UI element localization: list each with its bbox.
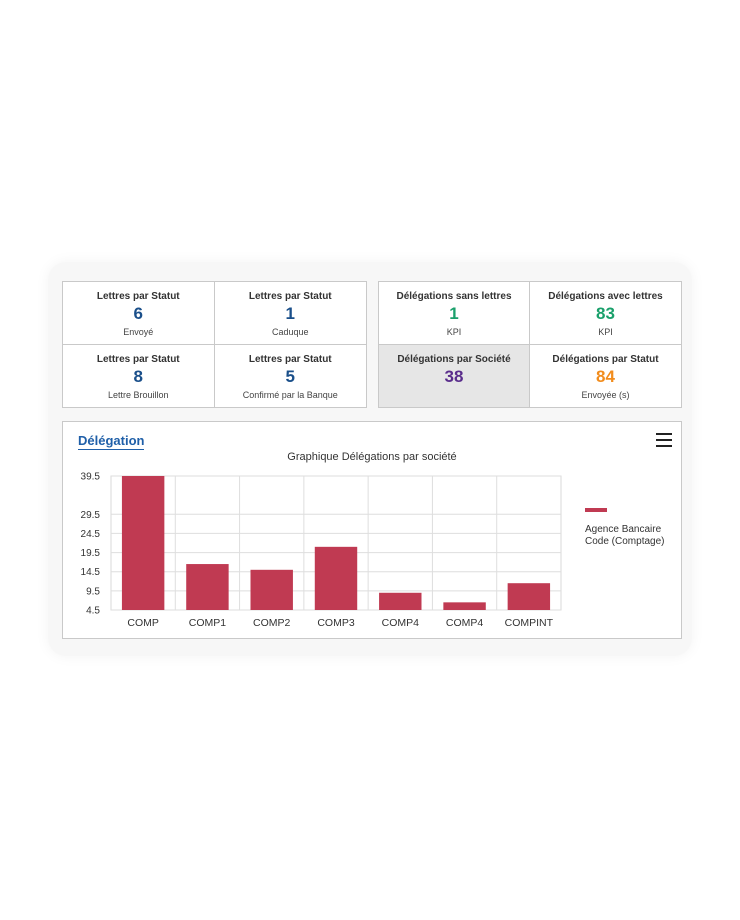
bar-chart: 39.5 29.5 24.5 19.5 14.5 9.5 4.5 COMP COMP1 COMP2… <box>81 472 562 629</box>
letters-kpi-grid: Lettres par Statut 6 Envoyé Lettres par … <box>62 281 367 408</box>
kpi-value: 1 <box>285 304 295 323</box>
kpi-letters-sent[interactable]: Lettres par Statut 6 Envoyé <box>63 282 215 345</box>
kpi-value: 8 <box>133 366 143 386</box>
kpi-value: 83 <box>596 304 615 323</box>
kpi-letters-draft[interactable]: Lettres par Statut 8 Lettre Brouillon <box>63 344 215 407</box>
kpi-title: Lettres par Statut <box>248 353 332 365</box>
kpi-subtitle: Confirmé par la Banque <box>242 389 338 400</box>
y-tick-label: 19.5 <box>81 548 101 559</box>
kpi-subtitle: Envoyée (s) <box>581 389 630 400</box>
kpi-value: 6 <box>133 304 143 323</box>
y-tick-label: 9.5 <box>86 586 100 597</box>
kpi-title: Lettres par Statut <box>96 291 180 302</box>
y-tick-label: 39.5 <box>81 472 101 483</box>
kpi-subtitle: Envoyé <box>123 327 154 337</box>
kpi-subtitle: Lettre Brouillon <box>107 389 169 400</box>
panel-title-link[interactable]: Délégation <box>78 433 145 450</box>
kpi-subtitle: Caduque <box>271 327 309 337</box>
bar <box>443 602 486 610</box>
kpi-letters-confirmed[interactable]: Lettres par Statut 5 Confirmé par la Ban… <box>215 345 367 408</box>
kpi-value: 5 <box>285 366 295 386</box>
delegations-kpi-grid: Délégations sans lettres 1 KPI Délégatio… <box>378 281 682 408</box>
legend-label-line1: Agence Bancaire <box>585 524 662 535</box>
kpi-title: Délégations par Société <box>397 353 511 365</box>
kpi-subtitle: KPI <box>598 327 613 337</box>
y-tick-label: 24.5 <box>81 529 101 540</box>
legend-swatch <box>585 508 607 512</box>
bar <box>379 592 422 610</box>
x-tick-label: COMPINT <box>505 617 554 629</box>
kpi-delegations-by-status[interactable]: Délégations par Statut 84 Envoyée (s) <box>530 345 681 408</box>
x-tick-label: COMP4 <box>382 617 420 629</box>
legend-label-line2: Code (Comptage) <box>585 536 665 547</box>
kpi-title: Délégations sans lettres <box>396 291 512 302</box>
x-tick-label: COMP2 <box>253 617 291 629</box>
kpi-delegations-without-letters[interactable]: Délégations sans lettres 1 KPI <box>379 282 530 345</box>
kpi-title: Lettres par Statut <box>248 291 332 302</box>
chart-title: Graphique Délégations par société <box>287 451 457 463</box>
x-tick-label: COMP <box>127 617 158 629</box>
kpi-letters-expired[interactable]: Lettres par Statut 1 Caduque <box>214 282 366 345</box>
bar <box>186 564 229 610</box>
hamburger-menu-icon[interactable] <box>656 433 672 447</box>
bar <box>314 546 358 610</box>
bar <box>507 583 551 610</box>
bar <box>250 569 293 610</box>
y-tick-label: 14.5 <box>81 567 101 578</box>
kpi-delegations-with-letters[interactable]: Délégations avec lettres 83 KPI <box>530 282 681 345</box>
kpi-value: 84 <box>596 366 615 386</box>
kpi-subtitle: KPI <box>446 327 462 337</box>
kpi-title: Lettres par Statut <box>96 353 180 365</box>
kpi-delegations-by-company[interactable]: Délégations par Société 38 <box>379 344 530 407</box>
kpi-title: Délégations avec lettres <box>548 291 663 302</box>
bar <box>121 476 165 610</box>
x-tick-label: COMP3 <box>317 617 355 629</box>
kpi-title: Délégations par Statut <box>552 353 659 365</box>
x-tick-label: COMP1 <box>189 617 227 629</box>
kpi-value: 38 <box>444 366 464 386</box>
delegation-chart-panel: Délégation Graphique Délégations par soc… <box>62 421 682 639</box>
x-tick-label: COMP4 <box>446 617 484 629</box>
kpi-value: 1 <box>449 304 459 323</box>
y-tick-label: 29.5 <box>81 510 101 521</box>
chart-legend[interactable]: Agence Bancaire Code (Comptage) <box>585 508 675 548</box>
y-tick-label: 4.5 <box>86 606 100 617</box>
